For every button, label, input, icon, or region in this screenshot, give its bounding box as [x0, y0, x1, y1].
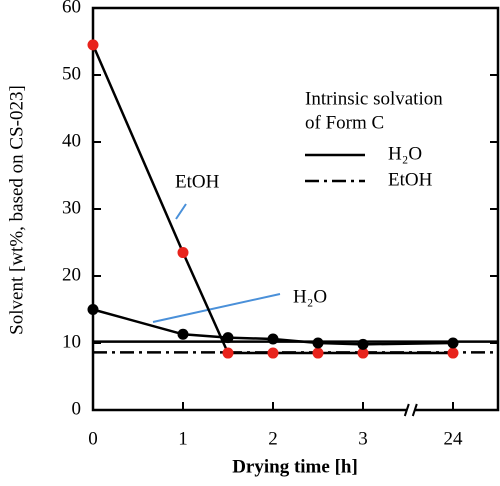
data-point: [447, 337, 459, 349]
data-point: [357, 338, 369, 350]
axis-break: [406, 402, 415, 418]
y-tick-label: 50: [62, 63, 81, 84]
data-point: [312, 347, 324, 359]
data-point: [267, 333, 279, 345]
data-point: [312, 337, 324, 349]
legend-title: of Form C: [305, 112, 384, 133]
annotation: EtOH: [175, 171, 220, 192]
data-point: [87, 304, 99, 315]
axis-break: [411, 403, 418, 417]
x-tick-label: 3: [358, 428, 368, 449]
x-tick-label: 0: [88, 428, 98, 449]
data-point: [87, 39, 99, 51]
plot-frame: [91, 6, 500, 412]
annotation: H₂O: [293, 286, 327, 307]
y-tick-label: 10: [62, 331, 81, 352]
annotation-leader: [175, 203, 187, 220]
data-point: [177, 328, 189, 340]
x-axis-label: Drying time [h]: [232, 456, 358, 477]
data-point: [267, 347, 279, 359]
axis-break: [403, 403, 410, 417]
data-point: [222, 332, 234, 344]
x-tick-label: 24: [444, 428, 464, 449]
x-tick-label: 1: [178, 428, 188, 449]
y-axis-label: Solvent [wt%, based on CS-023]: [6, 85, 27, 335]
data-point: [222, 347, 234, 359]
data-point: [357, 347, 369, 359]
legend-title: Intrinsic solvation: [305, 88, 443, 109]
y-tick-label: 30: [62, 197, 81, 218]
y-tick-label: 40: [62, 130, 81, 151]
annotation-leader: [152, 293, 281, 323]
x-tick-label: 2: [268, 428, 278, 449]
legend-label: EtOH: [388, 169, 433, 190]
data-point: [447, 347, 459, 359]
y-tick-label: 60: [62, 0, 81, 17]
y-tick-label: 20: [62, 264, 81, 285]
data-point: [177, 247, 189, 259]
legend-label: H₂O: [388, 143, 422, 164]
y-tick-label: 0: [72, 398, 82, 419]
